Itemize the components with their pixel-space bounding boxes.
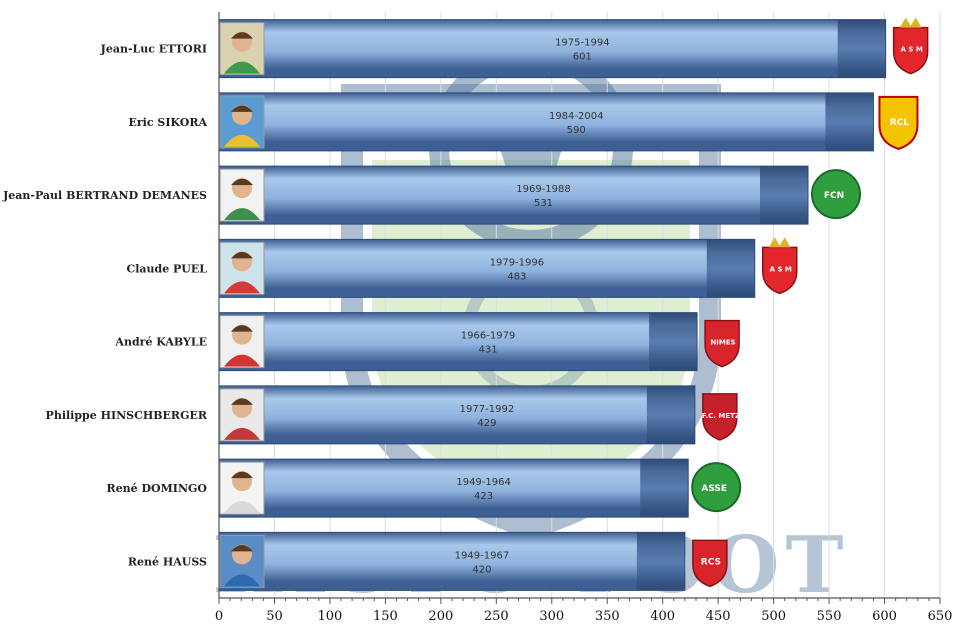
bar: [219, 312, 698, 371]
x-tick-label: 400: [650, 609, 675, 624]
x-tick-label: 350: [595, 609, 620, 624]
x-tick-label: 450: [706, 609, 731, 624]
club-badge-text: ASSE: [701, 484, 727, 494]
nimes-crest: NIMES: [704, 319, 740, 368]
x-tick-label: 50: [266, 609, 283, 624]
period-label: 1949-1964: [456, 477, 511, 488]
value-label: 420: [472, 564, 491, 575]
x-tick-label: 100: [318, 609, 343, 624]
value-label: 483: [507, 271, 526, 282]
value-label: 590: [567, 125, 586, 136]
value-label: 431: [478, 345, 497, 356]
category-label: Claude PUEL: [126, 262, 207, 275]
bar-row: 1977-1992 429 F.C. METZ: [218, 385, 740, 445]
club-badge-text: RCS: [701, 557, 721, 567]
player-photo: [219, 168, 265, 222]
x-tick-label: 200: [428, 609, 453, 624]
period-label: 1979-1996: [490, 257, 545, 268]
category-label: Jean-Luc ETTORI: [100, 43, 207, 56]
bar-end-cap: [646, 385, 695, 444]
period-label: 1966-1979: [461, 331, 516, 342]
value-label: 601: [573, 52, 592, 63]
monaco-crest: A S M: [762, 237, 798, 295]
player-photo: [219, 461, 265, 515]
player-photo: [219, 95, 265, 149]
category-label: Jean-Paul BERTRAND DEMANES: [2, 189, 207, 202]
bar: [219, 166, 809, 225]
value-label: 423: [474, 491, 493, 502]
club-badge-text: A S M: [900, 46, 922, 54]
player-photo: [219, 388, 265, 442]
x-tick-label: 0: [215, 609, 223, 624]
monaco-crest: A S M: [892, 17, 929, 75]
bar-row: 1966-1979 431 NIMES: [218, 312, 740, 372]
bar-row: 1969-1988 531 FCN: [218, 165, 862, 225]
period-label: 1975-1994: [555, 38, 610, 49]
category-label: André KABYLE: [114, 336, 207, 349]
bar: [219, 385, 695, 444]
club-badge-text: FCN: [824, 191, 844, 201]
club-badge-text: A S M: [770, 265, 792, 273]
bar: [219, 459, 689, 518]
x-tick-label: 550: [817, 609, 842, 624]
player-photo: [219, 241, 265, 295]
player-photo: [219, 315, 265, 369]
bar-row: 1984-2004 590 RCL: [218, 92, 919, 152]
bar-end-cap: [837, 19, 886, 78]
bar-row: 1979-1996 483 A S M: [218, 237, 798, 298]
value-label: 531: [534, 198, 553, 209]
metz-crest: F.C. METZ: [702, 393, 740, 441]
bar-end-cap: [636, 532, 685, 591]
bar-row: 1949-1967 420 RCS: [218, 531, 728, 591]
x-tick-label: 300: [539, 609, 564, 624]
x-tick-label: 250: [484, 609, 509, 624]
bar: [219, 92, 874, 151]
bar-row: 1949-1964 423 ASSE: [218, 458, 742, 518]
category-labels: Jean-Luc ETTORI Eric SIKORA Jean-Paul BERT…: [2, 43, 208, 569]
category-label: Philippe HINSCHBERGER: [46, 409, 208, 422]
saint-etienne-crest: ASSE: [691, 462, 742, 513]
nantes-crest: FCN: [811, 169, 862, 220]
bar-row: 1975-1994 601 A S M: [218, 17, 929, 79]
period-label: 1984-2004: [549, 111, 604, 122]
bar-end-cap: [706, 239, 755, 298]
player-photo: [219, 534, 265, 588]
x-tick-label: 650: [928, 609, 953, 624]
bar-end-cap: [640, 459, 689, 518]
bar-end-cap: [760, 166, 809, 225]
bar: [219, 19, 886, 78]
club-badge-text: NIMES: [710, 339, 735, 347]
bar: [219, 239, 755, 298]
value-label: 429: [477, 418, 496, 429]
strasbourg-crest: RCS: [692, 539, 728, 588]
category-label: René HAUSS: [128, 555, 207, 568]
club-badge-text: RCL: [890, 118, 910, 128]
player-photo: [219, 22, 265, 76]
bar-end-cap: [825, 92, 874, 151]
lens-crest: RCL: [878, 95, 919, 150]
x-axis: 0 50 100 150 200 250 300 350 400 450 500 550 600 650: [215, 12, 953, 624]
period-label: 1949-1967: [455, 550, 510, 561]
category-label: Eric SIKORA: [129, 116, 208, 129]
category-label: René DOMINGO: [107, 482, 208, 495]
x-tick-label: 150: [373, 609, 398, 624]
x-tick-label: 500: [761, 609, 786, 624]
period-label: 1969-1988: [516, 184, 571, 195]
bar-end-cap: [649, 312, 698, 371]
period-label: 1977-1992: [460, 404, 515, 415]
club-badge-text: F.C. METZ: [702, 412, 740, 420]
x-tick-label: 600: [872, 609, 897, 624]
bars: 1975-1994 601 A S M 1984-2004 590 RCL 1969-198…: [218, 17, 929, 591]
bar: [219, 532, 685, 591]
